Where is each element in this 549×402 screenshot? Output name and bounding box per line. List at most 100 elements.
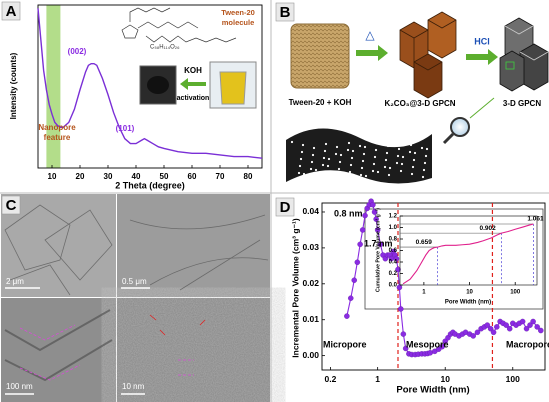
panel-label: D	[280, 199, 291, 216]
data-point	[470, 333, 476, 339]
pore	[400, 162, 404, 166]
data-point	[506, 325, 513, 332]
annotation: Macropore	[506, 339, 549, 349]
data-line	[37, 8, 263, 159]
pore	[396, 154, 400, 158]
data-point	[519, 318, 526, 325]
pore	[312, 146, 316, 150]
x-tick-label: 100	[510, 290, 521, 296]
pore	[314, 168, 318, 172]
pore	[337, 167, 341, 171]
pore	[383, 165, 387, 169]
scheme-label: K₂CO₃@3-D GPCN	[384, 99, 455, 108]
pore	[401, 155, 405, 159]
y-tick-label: 0.6	[389, 248, 398, 254]
x-tick-label: 20	[76, 172, 85, 181]
data-point	[527, 322, 533, 328]
data-point	[354, 259, 361, 266]
scheme-label: Tween-20 + KOH	[289, 98, 352, 107]
x-tick-label: 30	[104, 172, 113, 181]
pore	[327, 157, 331, 161]
x-tick-label: 60	[188, 172, 197, 181]
pore	[321, 163, 325, 167]
pore	[325, 171, 329, 175]
pore	[420, 146, 424, 150]
pore	[408, 150, 412, 154]
data-point	[503, 322, 509, 328]
y-tick-label: 0.4	[389, 260, 398, 266]
pore	[334, 152, 338, 156]
y-axis-label: Intensity (counts)	[9, 52, 18, 119]
pore	[376, 170, 380, 174]
pore	[422, 168, 426, 172]
annotation: Nanopore	[38, 123, 76, 132]
pore	[395, 161, 399, 165]
arrow	[466, 49, 498, 65]
pore	[313, 175, 317, 179]
pore	[385, 151, 389, 155]
y-tick-label: 1.0	[389, 225, 398, 231]
pore	[309, 167, 313, 171]
pore	[339, 153, 343, 157]
y-tick-label: 0.02	[302, 278, 319, 288]
pore	[373, 155, 377, 159]
pore	[347, 141, 351, 145]
pore	[298, 164, 302, 168]
y-tick-label: 0.04	[302, 206, 319, 216]
data-point	[371, 209, 378, 215]
pore	[425, 147, 429, 151]
pore	[301, 143, 305, 147]
pore	[399, 169, 403, 173]
pore	[410, 172, 414, 176]
panel-label: C	[6, 197, 17, 214]
pore	[300, 150, 304, 154]
pore	[346, 148, 350, 152]
y-tick-label: 0.0	[389, 283, 398, 289]
data-point	[362, 212, 368, 219]
scale-bar-label: 2 μm	[6, 277, 24, 286]
data-line	[402, 223, 534, 285]
pore	[348, 170, 352, 174]
beaker	[219, 71, 247, 105]
guide-label: 1.061	[527, 216, 544, 223]
scheme-label: 3-D GPCN	[503, 99, 541, 108]
pore	[290, 140, 294, 144]
data-point	[523, 325, 530, 332]
pore	[361, 159, 365, 163]
pore	[371, 169, 375, 173]
panel-label: B	[280, 4, 291, 21]
data-point	[484, 322, 491, 328]
pore	[360, 166, 364, 170]
plot-frame	[321, 202, 546, 371]
data-point	[395, 266, 401, 273]
y-tick-label: 0.2	[389, 271, 398, 277]
scale-bar-label: 10 nm	[122, 382, 145, 391]
y-tick-label: 1.2	[389, 214, 398, 220]
pore	[299, 157, 303, 161]
y-tick-label: 0.00	[302, 350, 319, 360]
tween-structure	[121, 7, 237, 43]
annotation: 1.7 nm	[364, 238, 393, 248]
step: activation	[177, 95, 210, 102]
molecule-label: Tween-20	[221, 8, 255, 17]
acid: HCl	[474, 36, 490, 46]
x-tick-label: 1	[422, 290, 426, 296]
product-hexagons	[499, 17, 549, 92]
data-point	[374, 227, 381, 233]
y-axis-label: Incremental Pore Volume (cm³ g⁻¹)	[290, 218, 300, 358]
annotation: feature	[44, 133, 71, 142]
x-tick-label: 80	[244, 172, 253, 181]
magnifier	[442, 97, 495, 145]
data-point	[402, 345, 409, 352]
data-point	[370, 202, 376, 208]
pore	[322, 156, 326, 160]
pore	[338, 160, 342, 164]
precursor	[290, 23, 350, 89]
reagent: KOH	[184, 66, 202, 75]
pore	[359, 173, 363, 177]
data-point	[348, 295, 354, 301]
guide-label: 0.659	[416, 239, 433, 246]
x-tick-label: 10	[466, 290, 473, 296]
